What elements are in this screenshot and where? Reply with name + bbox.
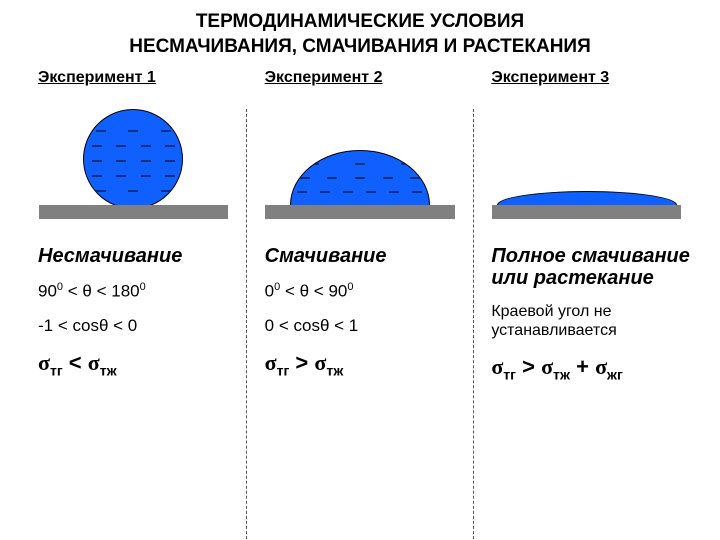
experiment-header: Эксперимент 3 xyxy=(481,69,692,87)
state-label: Смачивание xyxy=(255,245,466,267)
angle-range: 00 < θ < 900 xyxy=(255,281,466,302)
wetting-diagram-spreading xyxy=(481,107,692,237)
sigma-relation: σтг < σтж xyxy=(28,350,239,378)
solid-surface-icon xyxy=(492,205,682,219)
angle-note: Краевой угол не устанавливается xyxy=(481,303,692,340)
experiment-column-1: Эксперимент 1 Несмачивание 900 < θ < 180… xyxy=(20,69,247,382)
droplet-sphere-icon xyxy=(83,109,183,209)
experiment-header: Эксперимент 2 xyxy=(255,69,466,87)
cosine-range: 0 < cosθ < 1 xyxy=(255,316,466,336)
main-title: ТЕРМОДИНАМИЧЕСКИЕ УСЛОВИЯ НЕСМАЧИВАНИЯ, … xyxy=(20,10,700,59)
droplet-dome-icon xyxy=(290,150,430,205)
solid-surface-icon xyxy=(39,205,229,219)
angle-range: 900 < θ < 1800 xyxy=(28,281,239,302)
sigma-relation: σтг > σтж + σжг xyxy=(481,354,692,382)
title-line-2: НЕСМАЧИВАНИЯ, СМАЧИВАНИЯ И РАСТЕКАНИЯ xyxy=(129,36,591,57)
experiment-header: Эксперимент 1 xyxy=(28,69,239,87)
experiments-grid: Эксперимент 1 Несмачивание 900 < θ < 180… xyxy=(20,69,700,382)
state-label: Полное смачивание или растекание xyxy=(481,245,692,289)
state-label: Несмачивание xyxy=(28,245,239,267)
droplet-film-icon xyxy=(497,191,677,205)
title-line-1: ТЕРМОДИНАМИЧЕСКИЕ УСЛОВИЯ xyxy=(196,11,524,32)
wetting-diagram-wetting xyxy=(255,107,466,237)
wetting-diagram-nonwetting xyxy=(28,107,239,237)
experiment-column-2: Эксперимент 2 Смачивание 00 < θ < 900 0 … xyxy=(247,69,474,382)
solid-surface-icon xyxy=(265,205,455,219)
experiment-column-3: Эксперимент 3 Полное смачивание или раст… xyxy=(473,69,700,382)
cosine-range: -1 < cosθ < 0 xyxy=(28,316,239,336)
sigma-relation: σтг > σтж xyxy=(255,350,466,378)
